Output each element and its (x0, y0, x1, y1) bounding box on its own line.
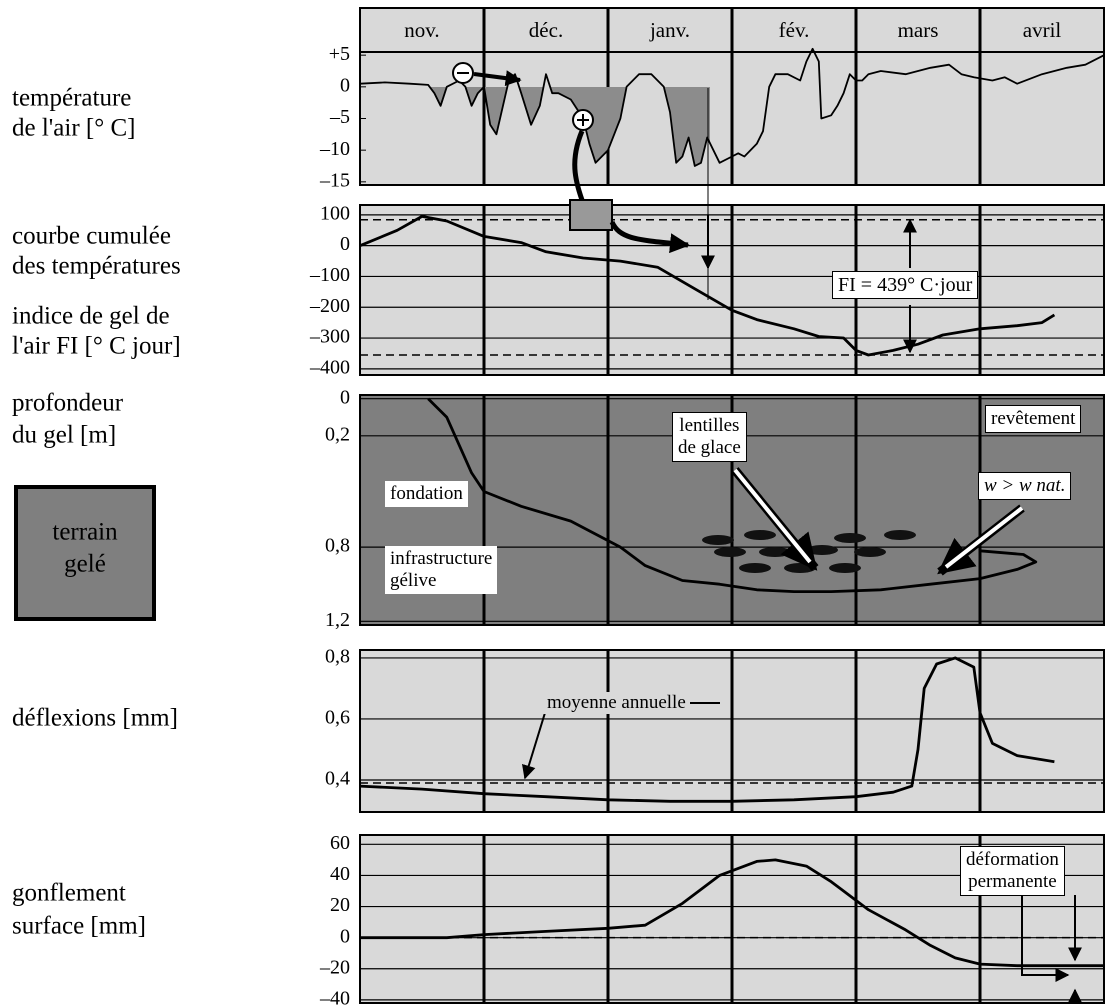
page: nov.déc.janv.fév.marsavril+50–5–10–15tem… (0, 0, 1106, 1005)
plus-icon (573, 110, 593, 130)
annotation-line: permanente (966, 871, 1059, 893)
annotation: revêtement (985, 405, 1081, 433)
arrow (1022, 895, 1068, 975)
arrow (525, 703, 720, 778)
arrow (612, 222, 688, 245)
annotation: w > w nat. (978, 472, 1071, 500)
annotation-line: infrastructure (390, 548, 492, 570)
minus-icon (453, 63, 473, 83)
arrow (946, 508, 1022, 567)
annotation: FI = 439° C·jour (832, 271, 978, 299)
arrow (474, 74, 520, 80)
overlay (0, 0, 1106, 1005)
annotation-line: gélive (390, 570, 492, 592)
annotation-line: lentilles (678, 415, 741, 437)
annotation: fondation (385, 481, 468, 507)
arrow (575, 131, 582, 200)
annotation-line: de glace (678, 437, 741, 459)
integrator-box (570, 200, 612, 230)
annotation-line: déformation (966, 849, 1059, 871)
annotation: moyenne annuelle (543, 692, 690, 714)
